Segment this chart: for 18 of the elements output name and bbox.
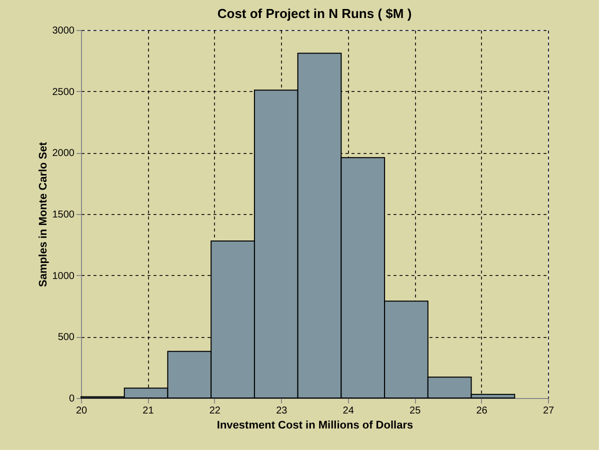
x-axis-title: Investment Cost in Millions of Dollars: [216, 420, 414, 432]
x-tick-label: 27: [542, 406, 554, 416]
y-tick-label: 500: [58, 332, 75, 344]
x-tick-label: 26: [476, 406, 488, 416]
y-tick-label: 1000: [52, 270, 75, 282]
y-tick-label: 0: [68, 394, 75, 404]
x-tick-label: 22: [209, 406, 221, 416]
x-tick-label: 20: [76, 406, 88, 416]
x-tick-label: 21: [142, 406, 154, 416]
y-tick-label: 2500: [52, 86, 75, 98]
y-axis-title: Samples in Monte Carlo Set: [37, 142, 50, 287]
x-tick-label: 23: [276, 406, 288, 416]
y-tick-label: 1500: [52, 210, 75, 220]
x-tick-label: 25: [410, 406, 422, 416]
y-tick-label: 2000: [52, 148, 75, 160]
x-tick-label: 24: [342, 406, 354, 416]
chart-title: Cost of Project in N Runs ( $M ): [217, 6, 412, 21]
y-tick-label: 3000: [52, 26, 75, 36]
